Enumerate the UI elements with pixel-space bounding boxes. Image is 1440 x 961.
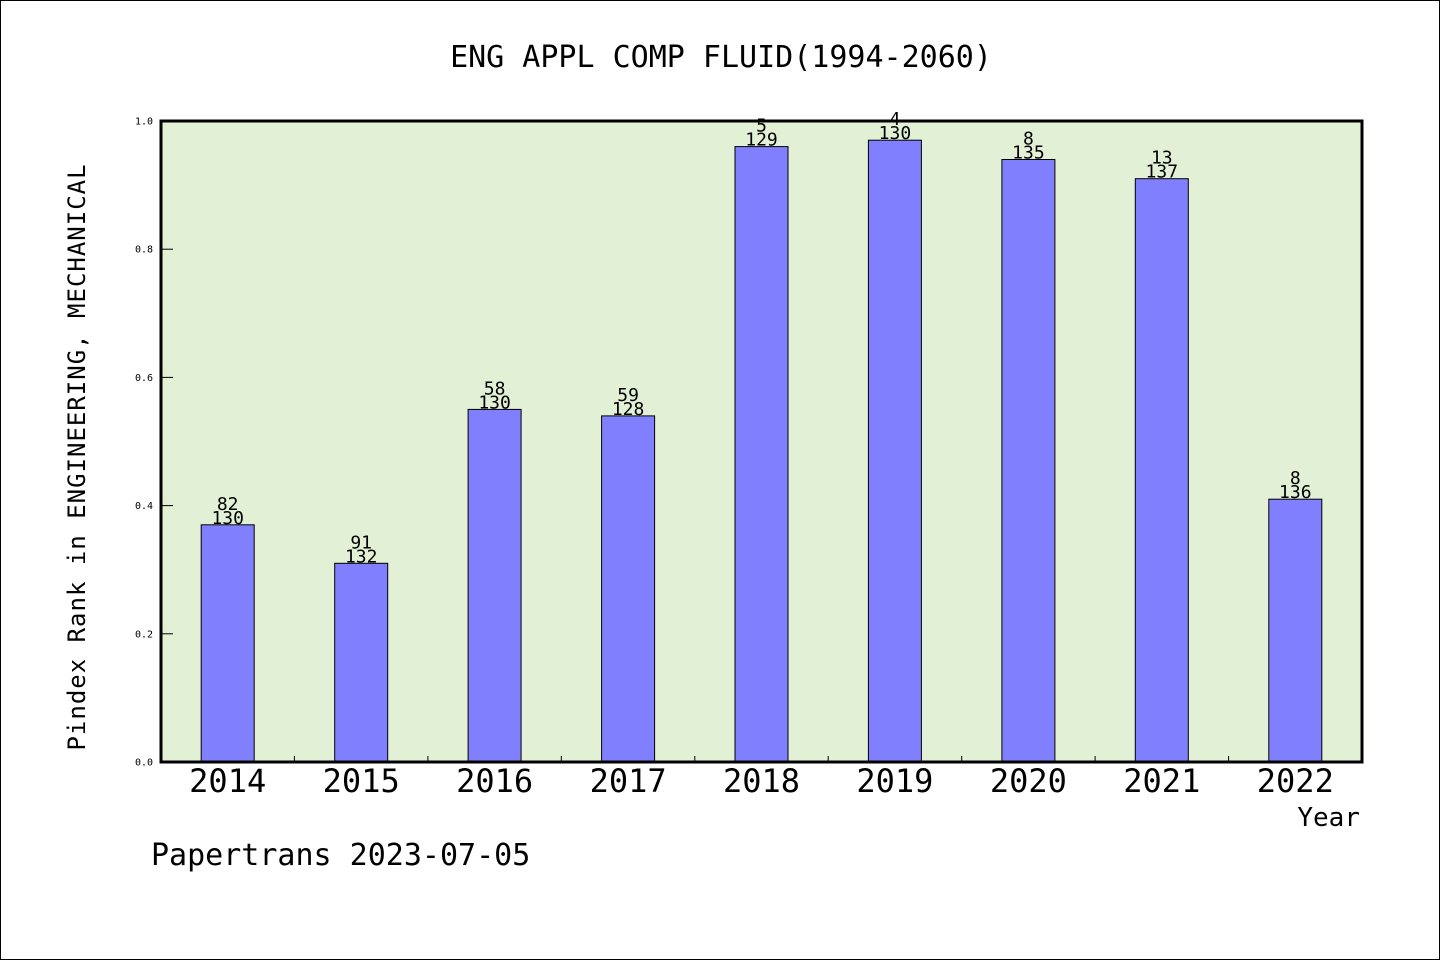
- data-label-rank-2020: 8: [1023, 129, 1034, 150]
- bar-2014: [200, 524, 255, 763]
- bar-2015: [334, 562, 389, 763]
- data-label-total-2014: 130: [211, 508, 244, 529]
- y-tick-label-0.4: 0.4: [135, 501, 153, 512]
- bar-2022: [1268, 498, 1323, 763]
- bar-2017: [601, 415, 656, 763]
- bar-2018: [734, 146, 789, 763]
- x-tick-label-2016: 2016: [456, 762, 533, 800]
- data-label-total-2019: 130: [879, 123, 912, 144]
- data-label-rank-2015: 91: [350, 532, 372, 553]
- x-axis-label: Year: [1297, 803, 1360, 833]
- data-label-total-2018: 129: [745, 130, 778, 151]
- data-label-total-2017: 128: [612, 399, 645, 420]
- chart-title: ENG APPL COMP FLUID(1994-2060): [450, 40, 992, 75]
- y-tick-label-0.8: 0.8: [135, 245, 153, 256]
- bar-2020: [1001, 159, 1056, 763]
- x-tick-label-2020: 2020: [990, 762, 1067, 800]
- data-label-rank-2016: 58: [484, 378, 506, 399]
- bars: [200, 139, 1323, 763]
- x-tick-label-2015: 2015: [323, 762, 400, 800]
- data-label-rank-2014: 82: [217, 494, 239, 515]
- data-label-rank-2017: 59: [617, 385, 639, 406]
- y-axis-ticks: 0.0 0.2 0.4 0.6 0.8 1.0: [135, 117, 173, 769]
- x-tick-label-2017: 2017: [590, 762, 667, 800]
- data-label-rank-2021: 13: [1151, 148, 1173, 169]
- data-label-total-2022: 136: [1279, 482, 1312, 503]
- y-axis-label: Pindex Rank in ENGINEERING, MECHANICAL: [63, 163, 91, 750]
- bar-2019: [867, 139, 922, 763]
- data-label-total-2020: 135: [1012, 143, 1045, 164]
- y-tick-label-0.2: 0.2: [135, 629, 153, 640]
- y-tick-label-1.0: 1.0: [135, 117, 153, 128]
- x-axis-ticks: 2014 2015 2016 2017 2018 2019 2020 2021 2022: [189, 756, 1334, 800]
- data-label-rank-2018: 5: [756, 116, 767, 137]
- x-tick-label-2022: 2022: [1257, 762, 1334, 800]
- bar-2016: [467, 408, 522, 763]
- y-tick-label-0.6: 0.6: [135, 373, 153, 384]
- y-tick-label-0.0: 0.0: [135, 758, 153, 769]
- x-tick-label-2019: 2019: [856, 762, 933, 800]
- bar-2021: [1134, 178, 1189, 763]
- x-tick-label-2018: 2018: [723, 762, 800, 800]
- credit-text: Papertrans 2023-07-05: [151, 838, 530, 873]
- plot-border: [159, 119, 1364, 764]
- data-label-total-2016: 130: [478, 392, 511, 413]
- data-label-total-2021: 137: [1146, 162, 1179, 183]
- x-tick-label-2014: 2014: [189, 762, 266, 800]
- x-tick-label-2021: 2021: [1123, 762, 1200, 800]
- data-label-total-2015: 132: [345, 546, 378, 567]
- data-label-rank-2022: 8: [1290, 468, 1301, 489]
